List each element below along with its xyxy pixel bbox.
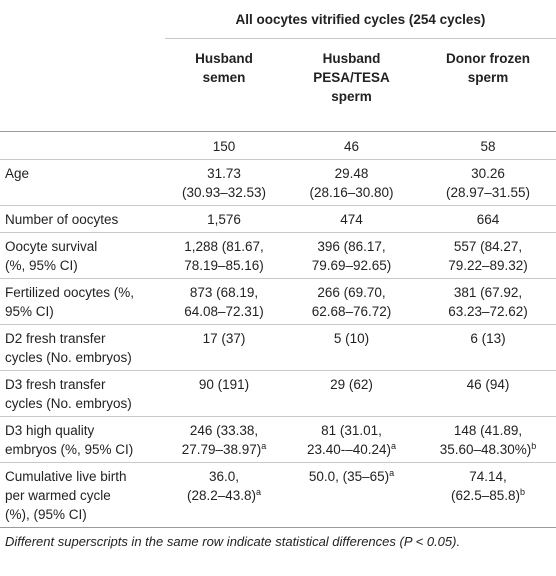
table-cell: 90 (191) xyxy=(198,377,250,392)
row-label-number-of-oocytes: Number of oocytes xyxy=(5,212,119,227)
table-bottom-border xyxy=(0,527,556,528)
table-cell: 58 xyxy=(480,139,496,154)
table-cell: 150 xyxy=(212,139,236,154)
superscript: a xyxy=(389,468,395,478)
table-cell: 36.0, (28.2–43.8)a xyxy=(186,469,262,503)
row-label-cumulative-live-birth: Cumulative live birth per warmed cycle (%)… xyxy=(5,469,127,522)
table-cell: 30.26 (28.97–31.55) xyxy=(445,166,531,200)
table-cell: 1,288 (81.67, 78.19–85.16) xyxy=(184,239,264,273)
table-cell: 474 xyxy=(340,212,363,227)
superscript: b xyxy=(520,487,526,497)
row-label-d3-fresh-transfer: D3 fresh transfer cycles (No. embryos) xyxy=(5,377,132,411)
superscript: a xyxy=(256,487,262,497)
column-header-husband-semen: Husband semen xyxy=(195,51,253,85)
table-cell: 29.48 (28.16–30.80) xyxy=(309,166,394,200)
row-divider xyxy=(0,416,556,417)
column-header-donor-frozen-sperm: Donor frozen sperm xyxy=(446,51,530,85)
table-cell: 31.73 (30.93–32.53) xyxy=(181,166,267,200)
row-divider xyxy=(0,205,556,206)
row-divider xyxy=(0,278,556,279)
table-cell: 396 (86.17, 79.69–92.65) xyxy=(311,239,392,273)
table-cell: 148 (41.89, 35.60–48.30%)b xyxy=(439,423,537,457)
group-header-divider xyxy=(165,38,556,39)
superscript: a xyxy=(391,441,397,451)
row-divider xyxy=(0,159,556,160)
table-cell: 873 (68.19, 64.08–72.31) xyxy=(184,285,264,319)
table-cell: 5 (10) xyxy=(333,331,370,346)
table-cell: 266 (69.70, 62.68–76.72) xyxy=(311,285,392,319)
row-label-age: Age xyxy=(5,166,30,181)
row-label-fertilized-oocytes: Fertilized oocytes (%, 95% CI) xyxy=(5,285,135,319)
superscript: b xyxy=(531,441,537,451)
table-cell: 29 (62) xyxy=(330,377,373,392)
superscript: a xyxy=(261,441,267,451)
table-cell: 17 (37) xyxy=(202,331,246,346)
table-cell: 74.14, (62.5–85.8)b xyxy=(450,469,526,503)
row-divider xyxy=(0,370,556,371)
row-divider xyxy=(0,324,556,325)
column-header-husband-pesa-tesa: Husband PESA/TESA sperm xyxy=(313,51,390,104)
table-cell: 6 (13) xyxy=(470,331,506,346)
row-divider xyxy=(0,232,556,233)
table-cell: 557 (84.27, 79.22–89.32) xyxy=(448,239,528,273)
table-cell: 50.0, (35–65)a xyxy=(308,468,395,485)
table-cell: 81 (31.01, 23.40-–40.24)a xyxy=(306,423,397,457)
group-header: All oocytes vitrified cycles (254 cycles… xyxy=(235,12,486,27)
table-cell: 246 (33.38, 27.79–38.97)a xyxy=(181,423,267,457)
table-cell: 46 xyxy=(343,139,360,154)
table-cell: 46 (94) xyxy=(466,377,510,392)
table-cell: 664 xyxy=(476,212,500,227)
table-cell: 1,576 xyxy=(207,212,241,227)
row-label-d2-fresh-transfer: D2 fresh transfer cycles (No. embryos) xyxy=(5,331,132,365)
header-divider xyxy=(0,131,556,132)
row-label-oocyte-survival: Oocyte survival (%, 95% CI) xyxy=(5,239,98,273)
row-divider xyxy=(0,462,556,463)
table-footnote: Different superscripts in the same row i… xyxy=(5,534,461,549)
row-label-d3-high-quality-embryos: D3 high quality embryos (%, 95% CI) xyxy=(5,423,134,457)
table-cell: 381 (67.92, 63.23–72.62) xyxy=(448,285,528,319)
